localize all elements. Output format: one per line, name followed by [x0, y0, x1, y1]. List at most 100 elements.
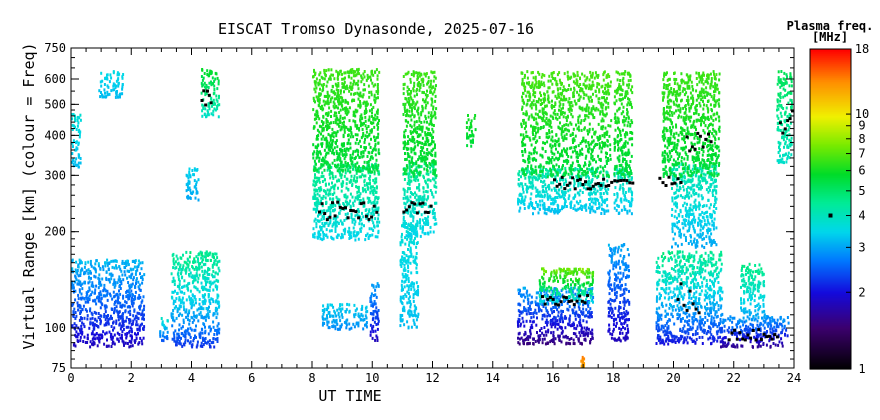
echo-point	[401, 272, 404, 276]
echo-point	[370, 304, 373, 308]
echo-point	[360, 80, 363, 84]
echo-point	[351, 220, 354, 224]
echo-point	[358, 155, 361, 159]
echo-point	[434, 154, 437, 157]
echo-point	[360, 94, 363, 98]
echo-point	[211, 263, 214, 267]
echo-point	[189, 302, 192, 306]
echo-point	[78, 154, 81, 158]
echo-point	[559, 295, 562, 299]
echo-point	[126, 269, 129, 273]
echo-point	[425, 72, 428, 76]
echo-point	[433, 215, 436, 219]
echo-point	[200, 265, 203, 269]
echo-point	[322, 122, 324, 126]
echo-point	[180, 276, 183, 280]
echo-point	[335, 104, 338, 108]
echo-point	[326, 139, 329, 143]
echo-point	[426, 190, 429, 194]
echo-point	[80, 310, 82, 314]
echo-point	[202, 322, 205, 326]
echo-point	[184, 271, 187, 275]
echo-point	[354, 220, 357, 224]
echo-point	[187, 282, 190, 286]
echo-point	[100, 293, 103, 297]
echo-point	[563, 196, 565, 200]
echo-point	[358, 315, 361, 319]
echo-point	[357, 185, 360, 189]
echo-point	[339, 208, 342, 212]
echo-point	[372, 221, 375, 225]
echo-point	[423, 194, 426, 198]
echo-point	[316, 134, 318, 138]
echo-point	[133, 309, 136, 313]
echo-point	[553, 278, 556, 282]
echo-point	[605, 170, 608, 174]
echo-point	[567, 341, 570, 345]
echo-point	[71, 113, 74, 117]
echo-point	[315, 162, 317, 166]
echo-point	[77, 297, 80, 301]
echo-point	[313, 202, 316, 205]
echo-point	[555, 180, 558, 183]
echo-point	[528, 335, 531, 339]
echo-point	[79, 335, 82, 339]
echo-point	[112, 84, 115, 88]
echo-point	[198, 302, 201, 306]
echo-point	[583, 314, 586, 318]
echo-point	[322, 217, 325, 221]
echo-point	[410, 287, 413, 291]
echo-point	[334, 204, 337, 208]
echo-point	[406, 148, 409, 151]
echo-point	[431, 127, 434, 131]
echo-point	[375, 68, 378, 72]
echo-point	[185, 284, 188, 288]
echo-point	[121, 76, 124, 80]
echo-point	[329, 138, 332, 142]
echo-point	[413, 321, 416, 325]
echo-point	[348, 230, 351, 234]
echo-point	[527, 301, 530, 304]
echo-point	[317, 115, 320, 118]
echo-point	[105, 270, 108, 274]
echo-point	[86, 333, 89, 337]
echo-point	[409, 234, 412, 238]
echo-point	[589, 313, 592, 317]
echo-point	[120, 305, 123, 309]
echo-point	[199, 344, 202, 348]
echo-point	[353, 157, 356, 161]
echo-point	[137, 317, 140, 321]
echo-point	[336, 163, 339, 167]
echo-point	[331, 139, 334, 143]
echo-point	[412, 232, 415, 235]
echo-point	[319, 228, 322, 232]
echo-point	[313, 188, 316, 192]
echo-point	[201, 288, 204, 292]
echo-point	[196, 288, 199, 292]
echo-point	[337, 81, 340, 85]
echo-point	[376, 87, 379, 91]
echo-point	[364, 238, 367, 242]
echo-point	[524, 330, 527, 334]
echo-point	[139, 272, 141, 276]
echo-point	[323, 178, 326, 182]
echo-point	[326, 320, 329, 324]
echo-point	[416, 143, 419, 147]
echo-point	[427, 151, 430, 155]
echo-point	[348, 164, 350, 168]
echo-point	[539, 295, 542, 299]
echo-point	[414, 225, 417, 229]
echo-point	[314, 217, 317, 221]
echo-point	[202, 302, 205, 306]
echo-point	[357, 69, 360, 73]
echo-point	[541, 341, 544, 345]
echo-point	[128, 297, 130, 300]
echo-point	[214, 285, 217, 289]
echo-point	[207, 312, 209, 316]
echo-point	[361, 155, 364, 159]
echo-point	[331, 325, 334, 328]
echo-point	[192, 190, 195, 194]
echo-point	[89, 270, 92, 273]
echo-point	[545, 270, 547, 274]
echo-point	[433, 90, 436, 94]
